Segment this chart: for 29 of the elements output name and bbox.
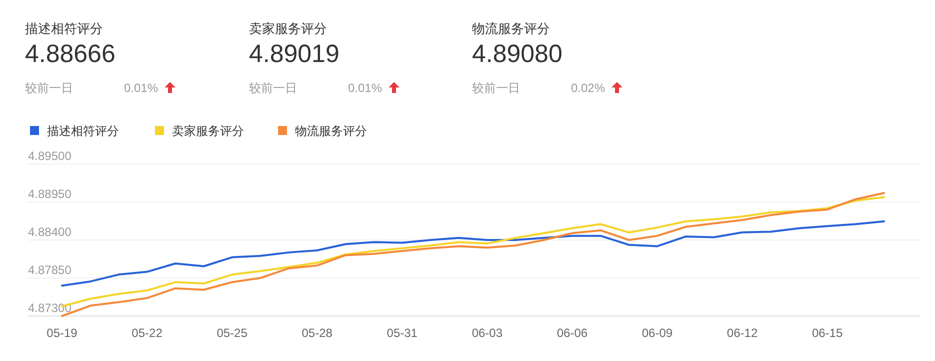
x-tick-label: 05-28 [302, 326, 333, 340]
x-tick-label: 06-09 [642, 326, 673, 340]
text: 4.89080 [472, 40, 562, 68]
y-tick-label: 4.88400 [28, 225, 72, 239]
x-tick-label: 06-06 [556, 326, 588, 340]
text: 0.01% [124, 81, 158, 95]
text: 0.02% [571, 81, 606, 95]
y-tick-label: 4.87850 [28, 263, 72, 277]
legend-label: 物流服务评分 [295, 124, 367, 138]
legend-label: 卖家服务评分 [172, 124, 244, 138]
text: 卖家服务评分 [249, 21, 327, 36]
text: 较前一日 [472, 81, 520, 95]
x-tick-label: 05-19 [46, 326, 78, 340]
x-tick-label: 06-12 [726, 326, 758, 340]
x-tick-label: 06-03 [472, 326, 503, 340]
legend-label: 描述相符评分 [47, 124, 119, 138]
text: 物流服务评分 [472, 21, 550, 36]
text: 4.88666 [25, 40, 116, 68]
y-tick-label: 4.88950 [28, 187, 72, 201]
text: 较前一日 [25, 81, 73, 95]
x-tick-label: 06-15 [812, 326, 843, 340]
text: 0.01% [348, 81, 382, 95]
x-tick-label: 05-25 [216, 326, 248, 340]
text: 描述相符评分 [25, 21, 103, 36]
text: 较前一日 [249, 81, 297, 95]
x-tick-label: 05-31 [386, 326, 418, 340]
x-tick-label: 05-22 [132, 326, 163, 340]
text: 4.89019 [249, 40, 340, 68]
y-tick-label: 4.89500 [28, 149, 72, 163]
